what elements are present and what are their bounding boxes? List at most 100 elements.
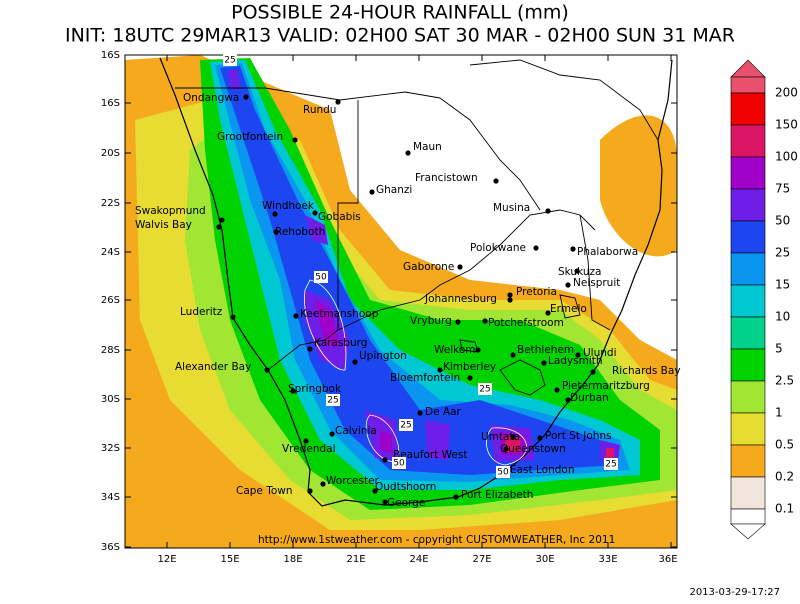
city-label: De Aar (425, 406, 462, 418)
lat-label: 22S (101, 198, 120, 209)
colorbar-segment (730, 76, 766, 94)
colorbar-label: 0.5 (775, 438, 794, 452)
colorbar-label: 2.5 (775, 374, 794, 388)
lon-label: 27E (472, 554, 491, 565)
contour-label-bg (392, 457, 406, 469)
city-dot (219, 217, 225, 223)
contour-label-bg (326, 394, 340, 406)
city-dot (405, 150, 411, 156)
lon-label: 33E (598, 554, 617, 565)
city-label: Port Elizabeth (461, 489, 533, 501)
city-label: Port St Johns (545, 430, 612, 442)
city-label: Phalaborwa (577, 246, 638, 258)
colorbar-label: 0.2 (775, 470, 794, 484)
city-label: Rehoboth (275, 226, 325, 238)
city-dot (293, 313, 299, 319)
city-dot (303, 438, 309, 444)
city-dot (453, 494, 459, 500)
city-dot (457, 264, 463, 270)
city-dot (437, 367, 443, 373)
city-label: Skukuza (558, 266, 601, 278)
city-dot (273, 229, 279, 235)
city-dot (290, 388, 296, 394)
title: POSSIBLE 24-HOUR RAINFALL (mm) (231, 2, 569, 24)
city-label: Ondangwa (183, 92, 239, 104)
lat-label: 28S (101, 345, 120, 356)
colorbar-segment (730, 284, 766, 318)
city-label: Gaborone (403, 261, 454, 273)
city-label: East London (510, 464, 574, 476)
cities: Ondangwa Rundu Grootfontein Maun Francistown… (135, 92, 681, 509)
colorbar-segment (730, 220, 766, 254)
colorbar: 200 150 100 75 50 25 15 10 5 2.5 1 0.5 0.2 0.1 (730, 59, 798, 540)
city-dot (554, 387, 560, 393)
city-label: Grootfontein (217, 131, 283, 143)
colorbar-label: 150 (775, 118, 798, 132)
city-dot (329, 431, 335, 437)
city-dot (493, 178, 499, 184)
city-dot (507, 297, 513, 303)
city-label: Windhoek (262, 200, 315, 212)
lat-label: 26S (101, 295, 120, 306)
lon-label: 21E (346, 554, 365, 565)
colorbar-segment (730, 412, 766, 446)
city-dot (570, 246, 576, 252)
city-dot (475, 347, 481, 353)
contour-label: 50 (497, 468, 509, 478)
city-dot (455, 319, 461, 325)
city-dot (312, 210, 318, 216)
colorbar-segment (730, 508, 766, 525)
city-label: Luderitz (180, 306, 223, 318)
rain-field (125, 55, 677, 548)
city-dot (574, 268, 580, 274)
city-label: Queenstown (500, 443, 566, 455)
city-label: Kimberley (443, 361, 496, 373)
lat-label: 34S (101, 492, 120, 503)
city-label: Durban (570, 392, 609, 404)
colorbar-cap (730, 523, 766, 540)
city-label: Oudtshoorn (375, 481, 436, 493)
colorbar-label: 25 (775, 246, 790, 260)
city-label: Nelspruit (573, 277, 620, 289)
city-dot (565, 282, 571, 288)
city-dot (335, 99, 341, 105)
contour-label-bg (223, 54, 237, 66)
axis-ticks: 16S 16S 20S 22S 24S 26S 28S 30S 32S 34S 36S 12E 15E 1… (101, 50, 678, 565)
city-label: Ulundi (583, 347, 617, 359)
colorbar-label: 75 (775, 182, 790, 196)
city-dot (533, 245, 539, 251)
city-dot (292, 137, 298, 143)
city-label: Beaufort West (393, 449, 467, 461)
map-frame (124, 54, 678, 549)
city-label: Umtata (481, 431, 520, 443)
colorbar-segment (730, 316, 766, 350)
city-dot (507, 292, 513, 298)
contour-label-bg (604, 458, 618, 470)
city-label: Ghanzi (376, 184, 412, 196)
city-dot (382, 499, 388, 505)
city-label: Walvis Bay (135, 219, 192, 231)
city-label: Johannesburg (424, 293, 497, 305)
city-dot (272, 211, 278, 217)
contour-label-bg (314, 271, 328, 283)
colorbar-label: 50 (775, 214, 790, 228)
city-label: Cape Town (236, 485, 293, 497)
city-label: Rundu (303, 104, 336, 116)
colorbar-label: 5 (775, 342, 783, 356)
colorbar-segment (730, 380, 766, 414)
colorbar-segment (730, 92, 766, 126)
contour-label-bg (399, 419, 413, 431)
city-dot (417, 410, 423, 416)
city-dot (369, 189, 375, 195)
city-label: Francistown (415, 172, 478, 184)
city-dot (482, 318, 488, 324)
colorbar-segment (730, 444, 766, 478)
contour-label: 25 (224, 56, 235, 66)
lat-label: 36S (101, 542, 120, 553)
lon-label: 18E (283, 554, 302, 565)
city-label: Worcester (326, 475, 380, 487)
city-label: Maun (413, 141, 442, 153)
city-label: Karasburg (314, 337, 367, 349)
city-dot (264, 367, 270, 373)
city-dot (590, 369, 596, 375)
